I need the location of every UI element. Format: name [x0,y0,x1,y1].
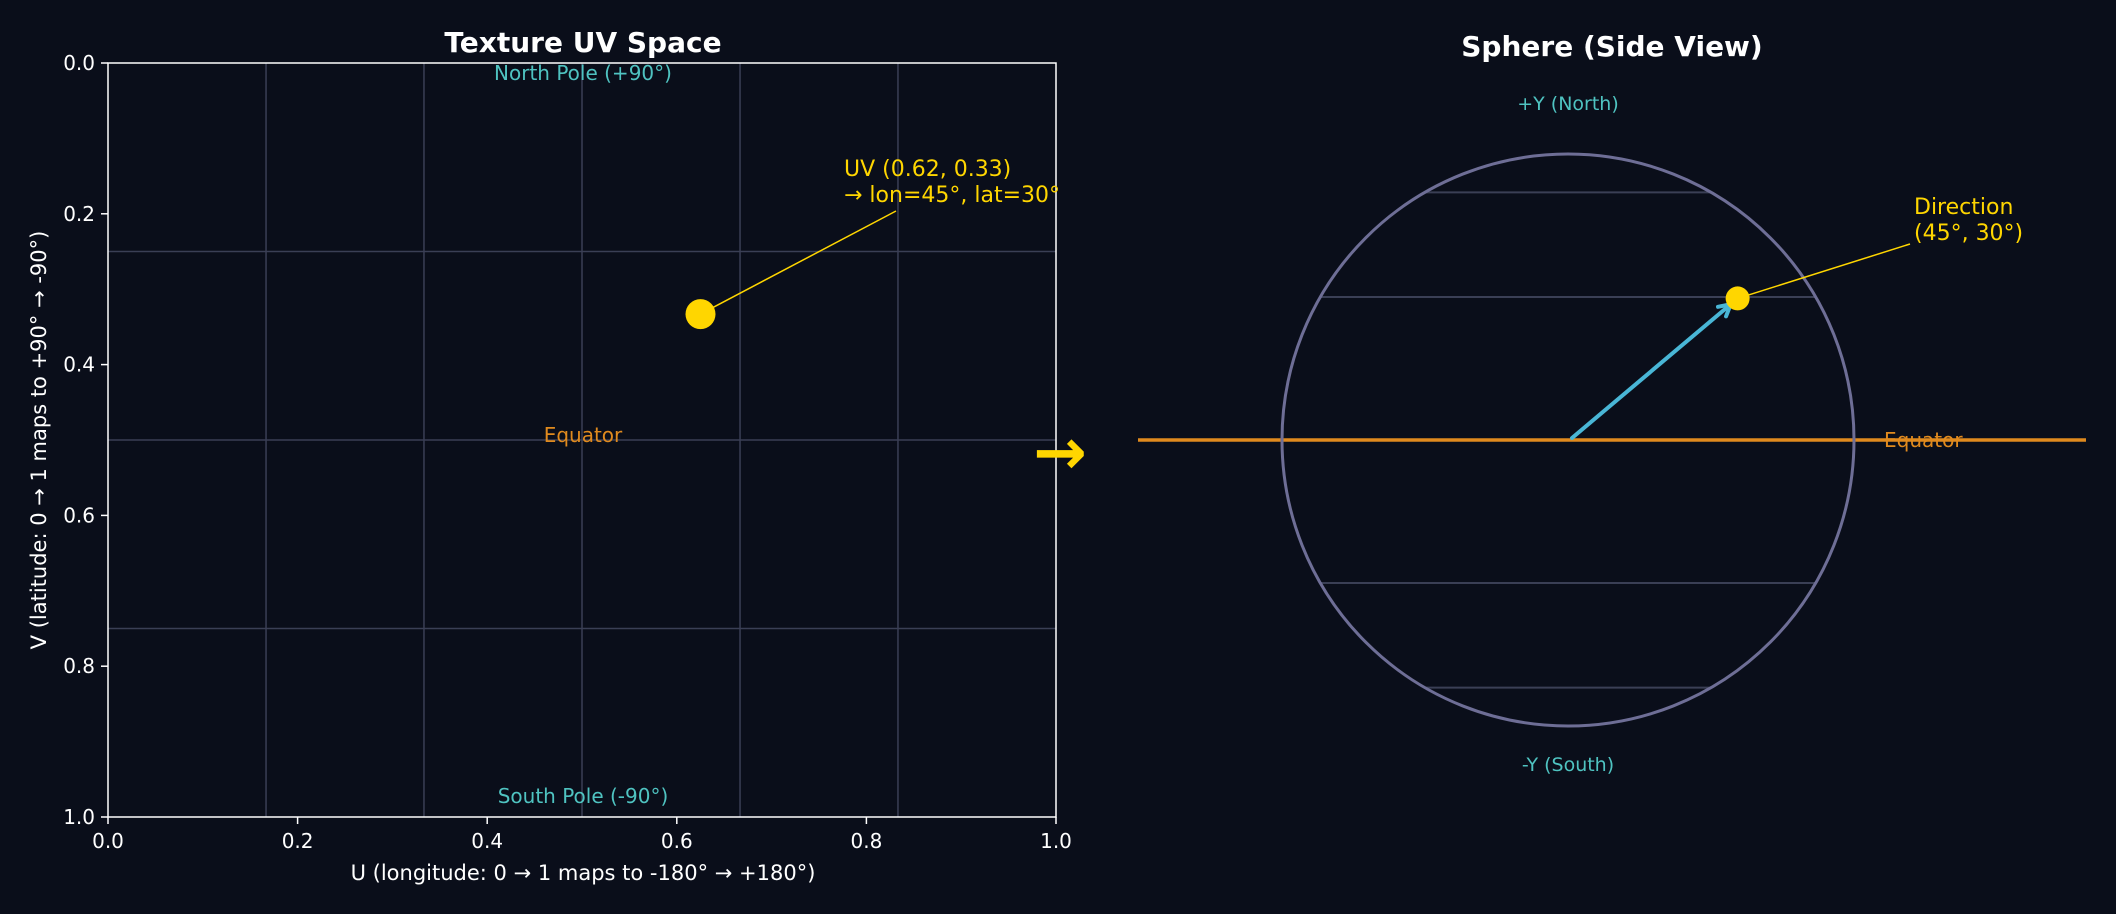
uv-x-axis-label: U (longitude: 0 → 1 maps to -180° → +180… [351,861,816,885]
direction-annotation-leader [1737,243,1911,300]
uv-y-tick-label: 0.4 [63,353,95,377]
uv-annotation-line2: → lon=45°, lat=30° [844,183,1060,208]
direction-vector [1570,302,1733,440]
uv-y-ticks: 0.0 0.2 0.4 0.6 0.8 1.0 [63,51,108,829]
uv-panel: Texture UV Space 0.0 0.2 0.4 0.6 0.8 1.0 0.00… [27,26,1072,885]
uv-sample-point [685,299,716,330]
uv-x-tick-label: 0.2 [282,829,314,853]
uv-x-tick-label: 0.6 [661,829,693,853]
north-pole-label: North Pole (+90°) [494,61,672,85]
uv-grid [108,63,1056,817]
uv-y-tick-label: 1.0 [63,805,95,829]
direction-annotation-line2: (45°, 30°) [1914,221,2023,246]
uv-annotation-line1: UV (0.62, 0.33) [844,157,1011,182]
uv-x-ticks: 0.0 0.2 0.4 0.6 0.8 1.0 [92,817,1072,853]
uv-y-tick-label: 0.0 [63,51,95,75]
sphere-outline [1280,152,1856,728]
uv-chart-title: Texture UV Space [444,26,721,59]
uv-equator-label: Equator [544,423,623,447]
uv-y-tick-label: 0.6 [63,503,95,527]
mapping-arrow-icon: → [1033,416,1087,490]
direction-annotation-line1: Direction [1914,195,2013,220]
uv-plot-frame [107,62,1057,818]
sphere-north-label: +Y (North) [1517,93,1619,115]
uv-y-tick-label: 0.2 [63,202,95,226]
uv-x-tick-label: 0.0 [92,829,124,853]
uv-x-tick-label: 0.4 [471,829,503,853]
direction-point [1725,286,1750,311]
sphere-equator-label: Equator [1884,428,1963,452]
uv-x-tick-label: 1.0 [1040,829,1072,853]
sphere-south-label: -Y (South) [1522,754,1614,776]
uv-y-axis-label: V (latitude: 0 → 1 maps to +90° → -90°) [27,231,51,650]
uv-annotation-leader [700,210,897,315]
uv-y-tick-label: 0.8 [63,654,95,678]
uv-x-tick-label: 0.8 [850,829,882,853]
sphere-chart-title: Sphere (Side View) [1461,30,1762,63]
sphere-panel: Sphere (Side View) +Y (North) -Y (South)… [1138,30,2086,776]
south-pole-label: South Pole (-90°) [498,784,669,808]
